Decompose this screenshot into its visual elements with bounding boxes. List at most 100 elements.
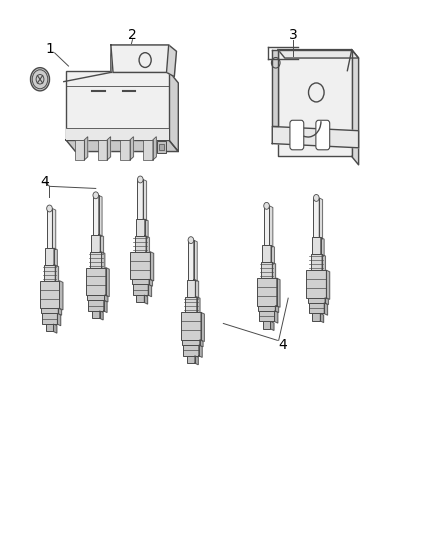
Bar (187, 356, 195, 363)
Polygon shape (197, 296, 200, 314)
Polygon shape (66, 140, 178, 151)
Polygon shape (278, 50, 352, 156)
Bar (185, 296, 197, 312)
Bar (187, 280, 195, 296)
Polygon shape (146, 236, 149, 253)
Bar (143, 140, 153, 160)
Bar (44, 265, 55, 281)
Bar (66, 127, 169, 140)
Bar (92, 311, 100, 318)
Polygon shape (100, 311, 103, 320)
Polygon shape (145, 219, 148, 238)
Polygon shape (195, 356, 198, 365)
Polygon shape (269, 206, 273, 247)
Bar (136, 219, 145, 236)
Bar (134, 236, 146, 252)
Circle shape (264, 203, 269, 209)
Bar (131, 252, 150, 279)
Bar (86, 268, 106, 295)
Polygon shape (319, 198, 322, 239)
Circle shape (93, 192, 99, 199)
Bar (261, 262, 272, 278)
Polygon shape (276, 278, 280, 307)
Bar (182, 340, 200, 345)
Polygon shape (272, 126, 359, 148)
Bar (46, 324, 53, 332)
Bar (188, 240, 194, 280)
Polygon shape (84, 137, 88, 160)
Bar (98, 140, 107, 160)
Circle shape (31, 68, 49, 91)
Bar (263, 321, 270, 329)
Bar (87, 295, 104, 300)
FancyBboxPatch shape (316, 120, 330, 150)
Polygon shape (58, 308, 62, 315)
Polygon shape (104, 295, 108, 302)
Bar (314, 198, 319, 238)
Polygon shape (320, 313, 324, 322)
Bar (306, 270, 326, 297)
Text: 4: 4 (279, 337, 287, 352)
Bar (39, 281, 60, 308)
Bar (159, 144, 164, 150)
Text: 1: 1 (46, 42, 55, 56)
Bar (258, 305, 275, 311)
Polygon shape (322, 254, 325, 272)
Polygon shape (153, 137, 156, 160)
Polygon shape (52, 208, 56, 250)
Polygon shape (148, 285, 152, 297)
Polygon shape (195, 280, 199, 298)
Bar (132, 279, 149, 285)
Bar (90, 252, 101, 268)
Text: 2: 2 (128, 28, 137, 43)
Bar (133, 285, 148, 295)
Text: 4: 4 (41, 175, 49, 189)
Polygon shape (194, 240, 197, 281)
Bar (257, 278, 276, 305)
Polygon shape (130, 137, 134, 160)
Polygon shape (55, 265, 59, 282)
Polygon shape (271, 245, 274, 264)
Polygon shape (200, 340, 203, 347)
Polygon shape (272, 50, 278, 126)
Bar (311, 254, 322, 270)
Polygon shape (57, 313, 61, 326)
Polygon shape (325, 297, 328, 304)
Circle shape (47, 205, 52, 212)
Polygon shape (100, 235, 103, 253)
Polygon shape (144, 295, 148, 304)
Polygon shape (274, 311, 278, 323)
Bar (47, 208, 52, 248)
Bar (75, 140, 84, 160)
Bar (259, 311, 274, 321)
Polygon shape (54, 248, 57, 266)
Bar (264, 206, 269, 245)
Bar (157, 141, 166, 153)
Circle shape (314, 195, 319, 201)
Polygon shape (321, 238, 324, 256)
Bar (120, 140, 130, 160)
Polygon shape (272, 262, 276, 280)
Polygon shape (143, 180, 147, 221)
Polygon shape (60, 281, 63, 310)
Polygon shape (278, 50, 359, 58)
Circle shape (138, 176, 143, 183)
Bar (138, 180, 143, 219)
Polygon shape (53, 324, 57, 333)
Polygon shape (103, 300, 107, 312)
Bar (308, 303, 324, 313)
Polygon shape (275, 305, 279, 312)
Circle shape (188, 237, 194, 244)
Polygon shape (107, 137, 111, 160)
Polygon shape (270, 321, 274, 330)
Polygon shape (149, 279, 152, 286)
Bar (307, 297, 325, 303)
Bar (181, 312, 201, 340)
Bar (93, 195, 99, 235)
Polygon shape (106, 268, 109, 297)
Bar (42, 313, 57, 324)
Polygon shape (101, 252, 105, 269)
Polygon shape (169, 71, 178, 151)
Bar (312, 238, 321, 254)
Bar (136, 295, 144, 302)
